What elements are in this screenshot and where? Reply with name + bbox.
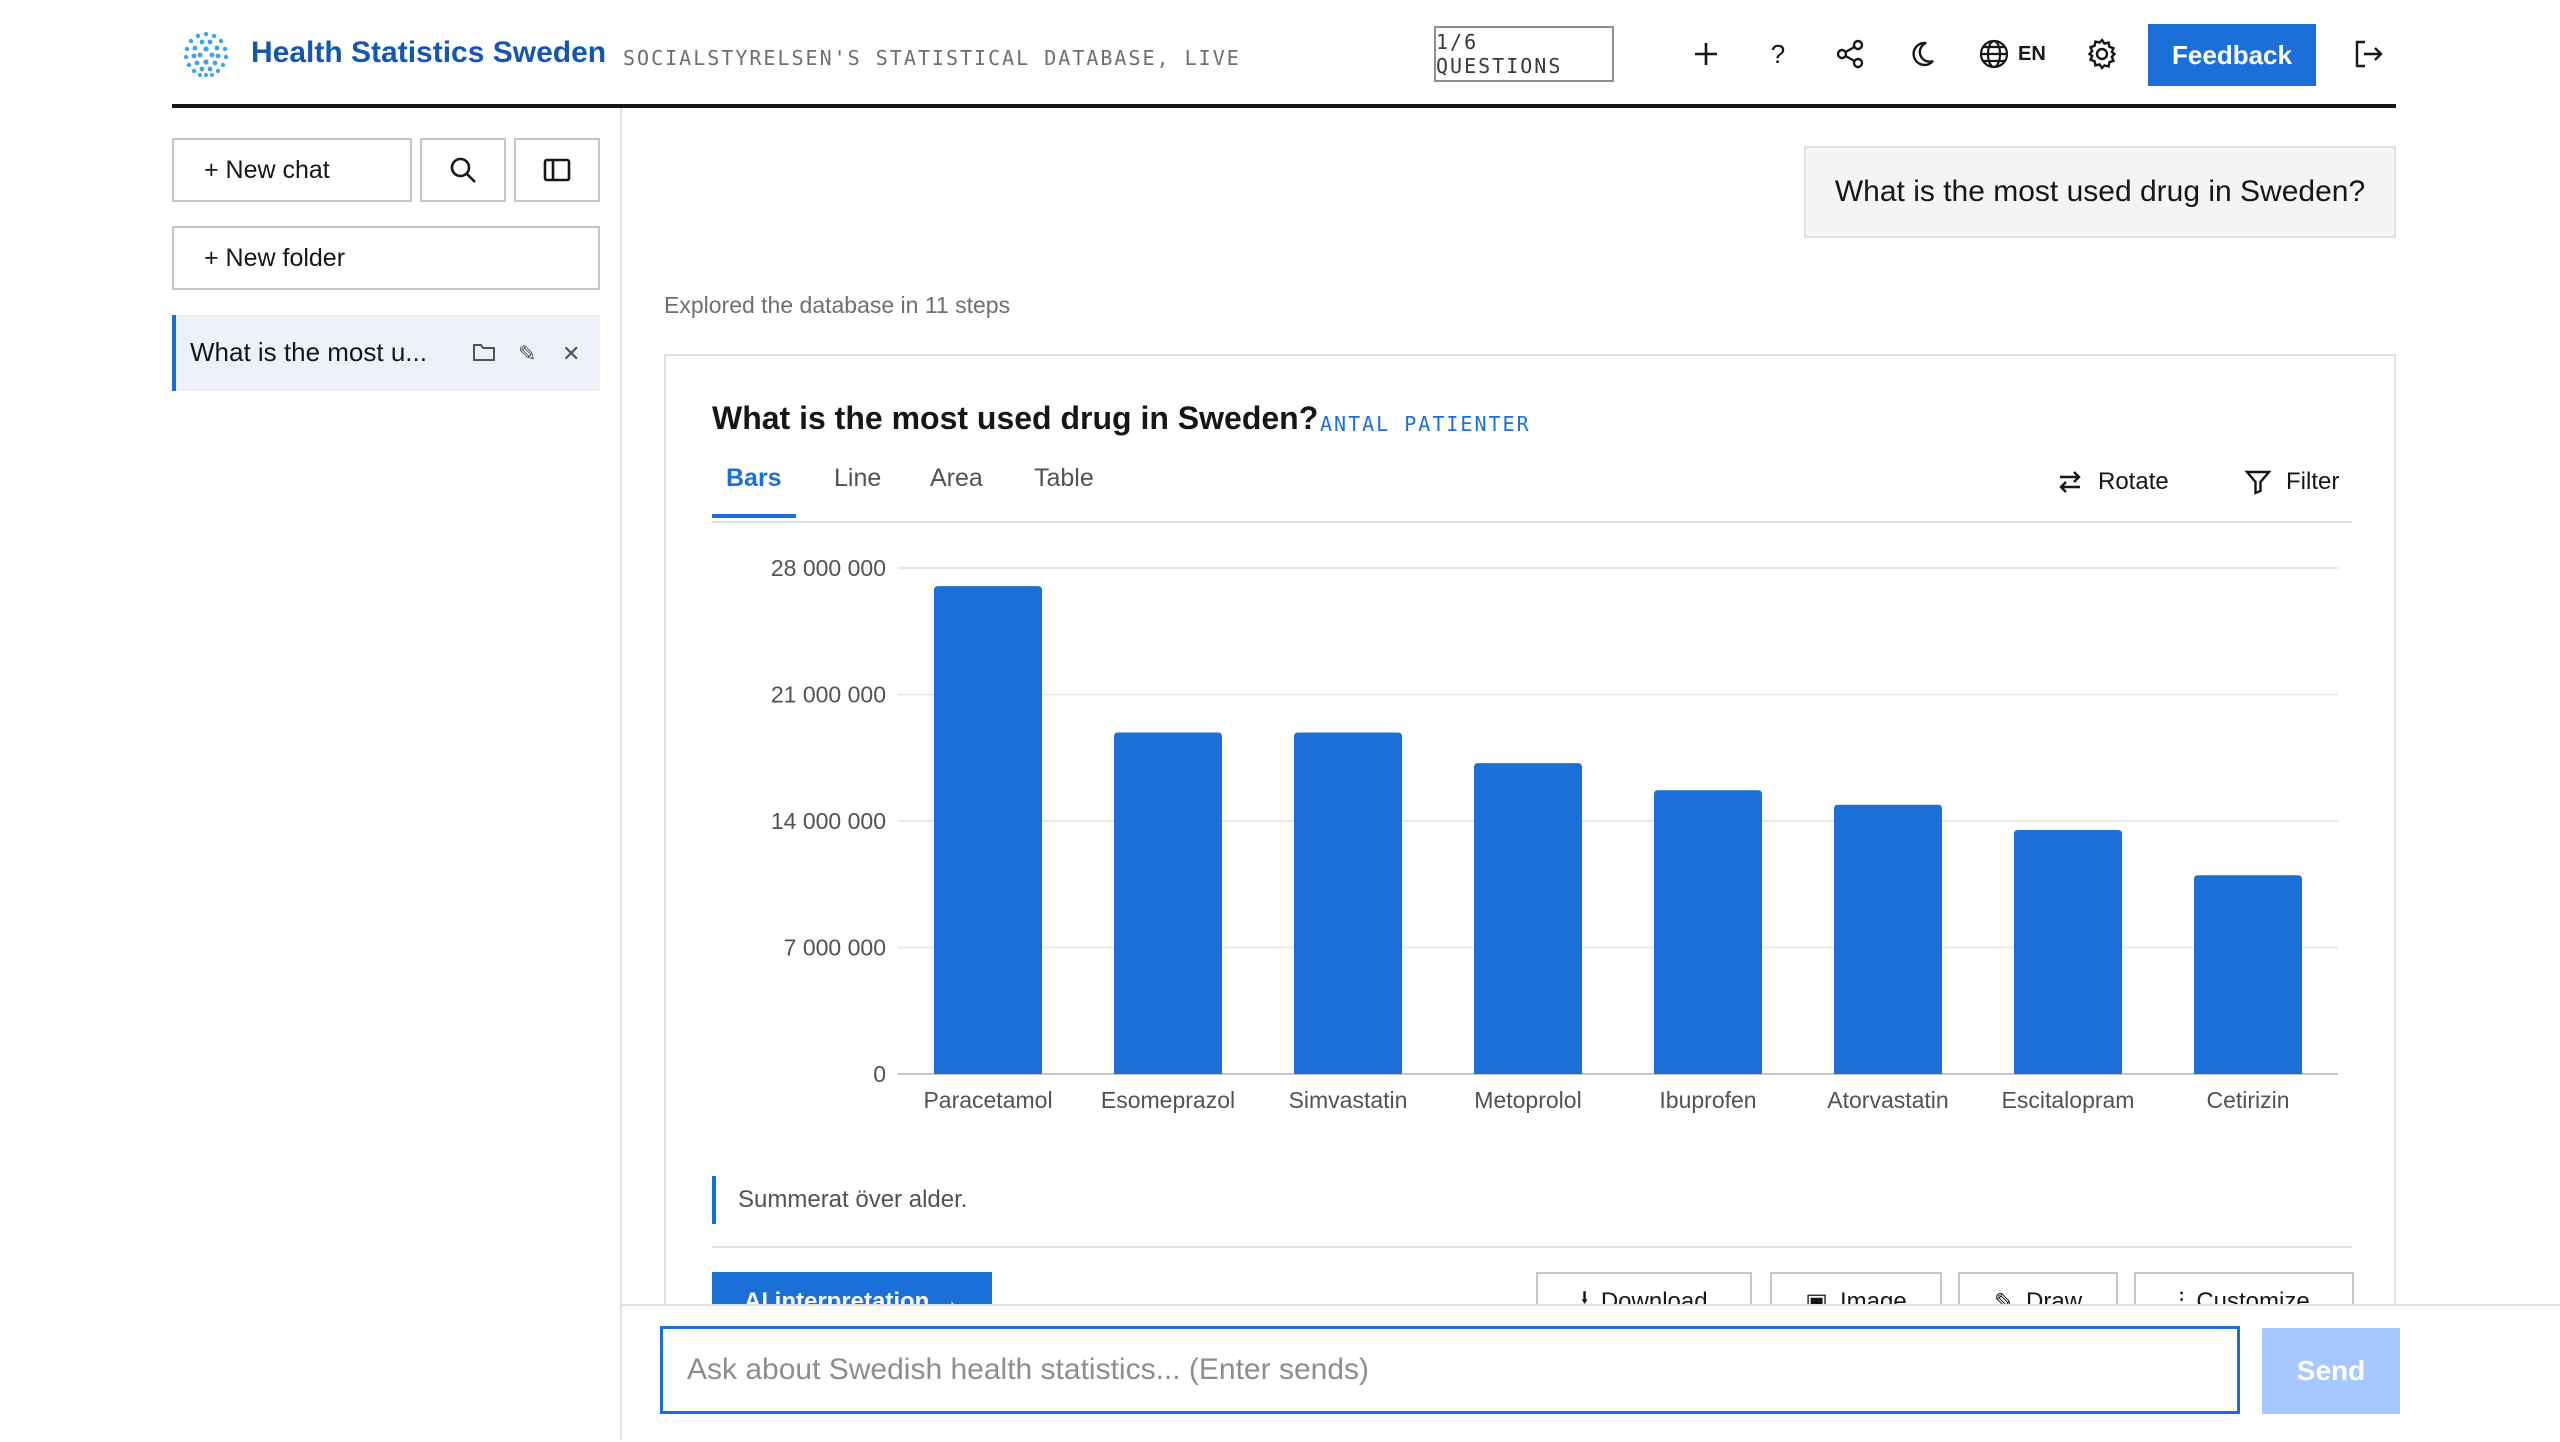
y-tick-label: 0 <box>873 1061 886 1087</box>
help-icon[interactable]: ? <box>1770 38 1786 69</box>
bar-metoprolol <box>1474 763 1582 1074</box>
new-folder-button[interactable]: + New folder <box>172 226 600 290</box>
tab-line[interactable]: Line <box>834 464 882 492</box>
ai-interpretation-button[interactable]: AI interpretation → <box>712 1272 992 1304</box>
y-tick-label: 28 000 000 <box>771 555 886 581</box>
tabs-divider <box>712 521 2352 523</box>
bar-simvastatin <box>1294 732 1402 1074</box>
bar-cetirizin <box>2194 875 2302 1074</box>
question-counter: 1/6 QUESTIONS <box>1434 26 1614 82</box>
plus-icon[interactable] <box>1686 34 1726 74</box>
edit-icon[interactable]: ✎ <box>518 341 537 366</box>
chart-title: What is the most used drug in Sweden? <box>712 400 1319 436</box>
folder-icon[interactable] <box>472 341 496 369</box>
bar-chart: 0 7 000 000 14 000 000 21 000 000 28 000 000… <box>771 555 2338 1113</box>
filter-label: Filter <box>2286 468 2340 495</box>
bar-atorvastatin <box>1834 804 1942 1074</box>
bar-esomeprazol <box>1114 732 1222 1074</box>
customize-label: Customize <box>2196 1288 2310 1304</box>
pencil-icon: ✎ <box>1993 1288 2015 1305</box>
customize-button[interactable]: ⫶ Customize <box>2134 1272 2354 1304</box>
chart-card: What is the most used drug in Sweden? AN… <box>664 354 2396 1304</box>
close-icon[interactable]: ✕ <box>562 341 581 366</box>
y-tick-label: 21 000 000 <box>771 682 886 708</box>
explored-steps-text[interactable]: Explored the database in 11 steps <box>664 292 1011 318</box>
logout-icon[interactable] <box>2348 34 2388 74</box>
chat-item-title[interactable]: What is the most u... <box>190 337 427 367</box>
filter-button[interactable]: Filter <box>2244 468 2339 496</box>
logo-icon <box>183 31 229 77</box>
image-label: Image <box>1839 1288 1907 1304</box>
chart-subtitle: ANTAL PATIENTER <box>1320 412 1531 436</box>
image-icon: ▣ <box>1805 1288 1828 1305</box>
y-tick-label: 14 000 000 <box>771 808 886 834</box>
image-button[interactable]: ▣ Image <box>1770 1272 1942 1304</box>
x-tick-label: Ibuprofen <box>1659 1087 1756 1113</box>
x-tick-label: Simvastatin <box>1289 1087 1408 1113</box>
note-divider <box>712 1246 2352 1248</box>
tab-area[interactable]: Area <box>930 464 983 492</box>
y-tick-label: 7 000 000 <box>784 935 886 961</box>
search-icon <box>450 157 476 183</box>
download-label: Download <box>1600 1288 1708 1304</box>
brand-subtitle: SOCIALSTYRELSEN'S STATISTICAL DATABASE, … <box>623 46 1241 70</box>
draw-label: Draw <box>2026 1288 2083 1304</box>
swap-icon <box>2059 471 2081 493</box>
app-header: Health Statistics Sweden SOCIALSTYRELSEN… <box>172 0 2396 108</box>
gear-icon[interactable] <box>2082 34 2122 74</box>
feedback-button[interactable]: Feedback <box>2148 24 2316 86</box>
download-button[interactable]: ⭳ Download <box>1536 1272 1752 1304</box>
language-label[interactable]: EN <box>2018 43 2046 65</box>
rotate-label: Rotate <box>2098 468 2169 495</box>
share-icon[interactable] <box>1830 34 1870 74</box>
moon-icon[interactable] <box>1902 34 1942 74</box>
rotate-button[interactable]: Rotate <box>2056 468 2169 496</box>
sidebar: + New chat + New folder What is the most… <box>172 108 622 1440</box>
new-chat-button[interactable]: + New chat <box>172 138 412 202</box>
send-button[interactable]: Send <box>2262 1328 2400 1414</box>
sidebar-panel-icon <box>543 158 571 182</box>
user-message: What is the most used drug in Sweden? <box>1804 146 2396 238</box>
toggle-sidebar-button[interactable] <box>514 138 600 202</box>
tab-bars[interactable]: Bars <box>712 464 796 518</box>
chart-note: Summerat över alder. <box>738 1186 968 1213</box>
x-tick-label: Atorvastatin <box>1827 1087 1948 1113</box>
sidebar-chat-item[interactable]: What is the most u... ✎ ✕ <box>172 315 600 391</box>
note-accent-bar <box>712 1176 716 1224</box>
x-tick-label: Paracetamol <box>923 1087 1052 1113</box>
bar-ibuprofen <box>1654 790 1762 1074</box>
filter-icon <box>2244 470 2272 495</box>
globe-icon[interactable] <box>1974 34 2014 74</box>
x-tick-label: Escitalopram <box>2002 1087 2135 1113</box>
bar-paracetamol <box>934 586 1042 1074</box>
brand-title: Health Statistics Sweden <box>251 36 607 69</box>
download-icon: ⭳ <box>1580 1285 1589 1305</box>
tab-table[interactable]: Table <box>1034 464 1094 492</box>
sliders-icon: ⫶ <box>2178 1288 2185 1304</box>
bar-escitalopram <box>2014 830 2122 1074</box>
x-tick-label: Esomeprazol <box>1101 1087 1235 1113</box>
draw-button[interactable]: ✎ Draw <box>1958 1272 2118 1304</box>
search-chats-button[interactable] <box>420 138 506 202</box>
x-tick-label: Metoprolol <box>1474 1087 1581 1113</box>
x-tick-label: Cetirizin <box>2206 1087 2289 1113</box>
chat-input[interactable] <box>660 1326 2240 1414</box>
